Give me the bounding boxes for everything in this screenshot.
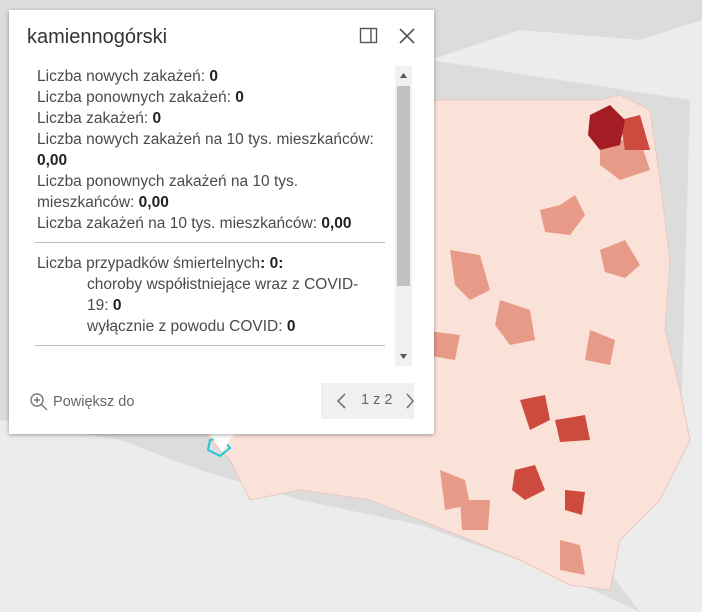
pager-label: 1 z 2 <box>361 392 393 408</box>
deaths-item-value: 0 <box>286 318 296 335</box>
field-value: 0,00 <box>37 152 68 169</box>
field: Liczba ponownych zakażeń na 10 tys. mies… <box>37 171 377 213</box>
separator <box>35 345 385 346</box>
field-label: Liczba zakażeń: <box>37 110 149 127</box>
zoom-icon <box>30 393 48 411</box>
separator <box>35 242 385 243</box>
deaths-item-label: wyłącznie z powodu COVID: <box>87 318 283 335</box>
field-value: 0 <box>152 110 162 127</box>
land <box>430 20 702 612</box>
field-value: 0,00 <box>138 194 169 211</box>
field-value: 0,00 <box>321 215 352 232</box>
deaths: Liczba przypadków śmiertelnych: 0: <box>37 253 377 274</box>
field-label: Liczba ponownych zakażeń: <box>37 89 231 106</box>
field: Liczba zakażeń: 0 <box>37 108 377 129</box>
field: Liczba ponownych zakażeń: 0 <box>37 87 377 108</box>
field-value: 0 <box>209 68 218 85</box>
zoom-to[interactable]: Powiększ do <box>29 392 134 412</box>
field: Liczba nowych zakażeń: 0 <box>37 66 377 87</box>
deaths-item: wyłącznie z powodu COVID: 0 <box>37 316 377 337</box>
field-label: Liczba zakażeń na 10 tys. mieszkańców: <box>37 215 317 232</box>
region-max <box>588 105 625 150</box>
field: Liczba nowych zakażeń na 10 tys. mieszka… <box>37 129 377 171</box>
deaths-item-label: choroby współistniejące wraz z COVID-19: <box>87 276 359 314</box>
deaths-item-value: 0 <box>112 297 122 314</box>
field-label: Liczba ponownych zakażeń na 10 tys. mies… <box>37 173 299 211</box>
close-button[interactable] <box>398 27 416 45</box>
deaths-value: : 0: <box>260 255 284 272</box>
deaths-label: Liczba przypadków śmiertelnych <box>37 255 261 272</box>
field-label: Liczba nowych zakażeń na 10 tys. mieszka… <box>37 131 374 148</box>
zoom-label: Powiększ do <box>53 393 135 410</box>
pager: 1 z 2 <box>321 383 414 419</box>
popup-content: Liczba nowych zakażeń: 0 Liczba ponownych… <box>35 66 385 356</box>
field: Liczba zakażeń na 10 tys. mieszkańców: 0… <box>37 213 377 234</box>
popup-pointer <box>210 434 234 452</box>
land <box>0 420 640 612</box>
scrollbar[interactable] <box>395 66 412 366</box>
field-value: 0 <box>235 89 244 106</box>
dock-button[interactable] <box>359 27 379 45</box>
deaths-item: choroby współistniejące wraz z COVID-19:… <box>37 274 377 316</box>
field-label: Liczba nowych zakażeń: <box>37 68 206 85</box>
popup-title: kamiennogórski <box>27 26 168 48</box>
regions-high <box>512 115 650 515</box>
